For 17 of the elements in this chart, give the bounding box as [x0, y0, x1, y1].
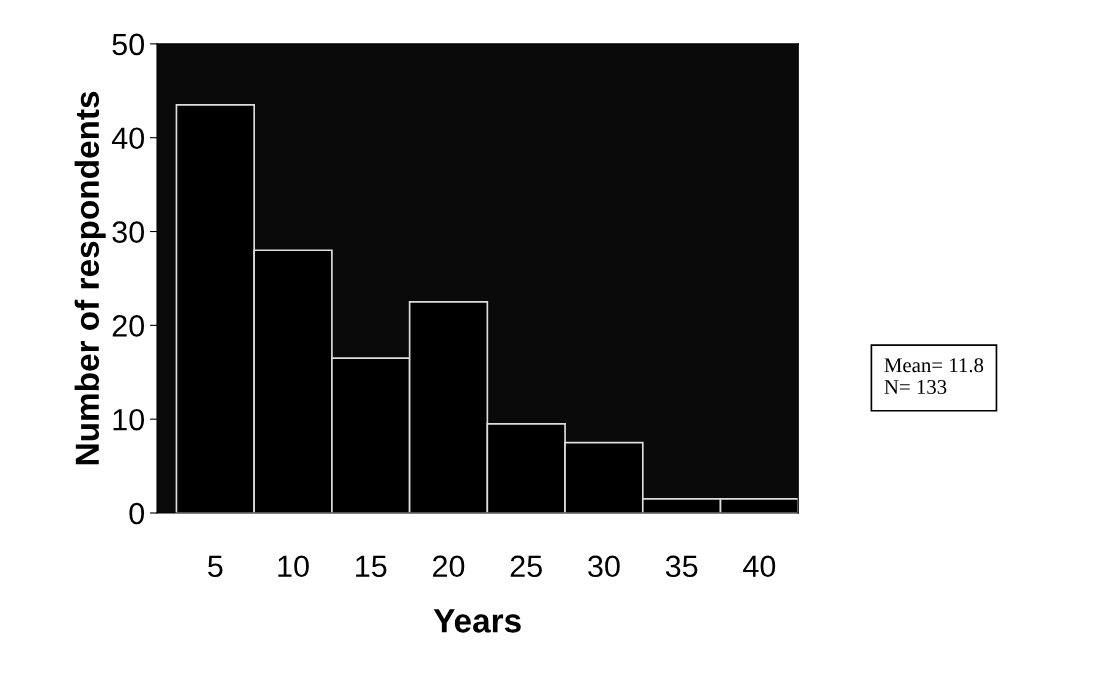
y-tick-label: 30 [112, 221, 145, 243]
x-tick-label: 25 [510, 555, 542, 578]
x-axis-title: Years [433, 609, 521, 633]
y-tick-label: 40 [111, 127, 145, 150]
y-tick-label: 10 [113, 408, 145, 431]
y-axis-title: Number of respondents [74, 91, 106, 465]
x-tick-label: 15 [356, 555, 387, 578]
x-tick-label: 35 [665, 555, 698, 578]
x-tick-label: 10 [278, 555, 309, 578]
x-tick-label: 20 [433, 555, 465, 578]
y-tick-label: 20 [112, 315, 145, 337]
y-tick-label: 0 [129, 502, 145, 525]
x-tick-label: 40 [743, 555, 776, 578]
y-tick-label: 50 [112, 33, 145, 56]
x-tick-label: 30 [588, 555, 620, 578]
x-tick-label: 5 [208, 555, 223, 578]
text: Mean= 11.8 N= 133 [884, 358, 984, 395]
